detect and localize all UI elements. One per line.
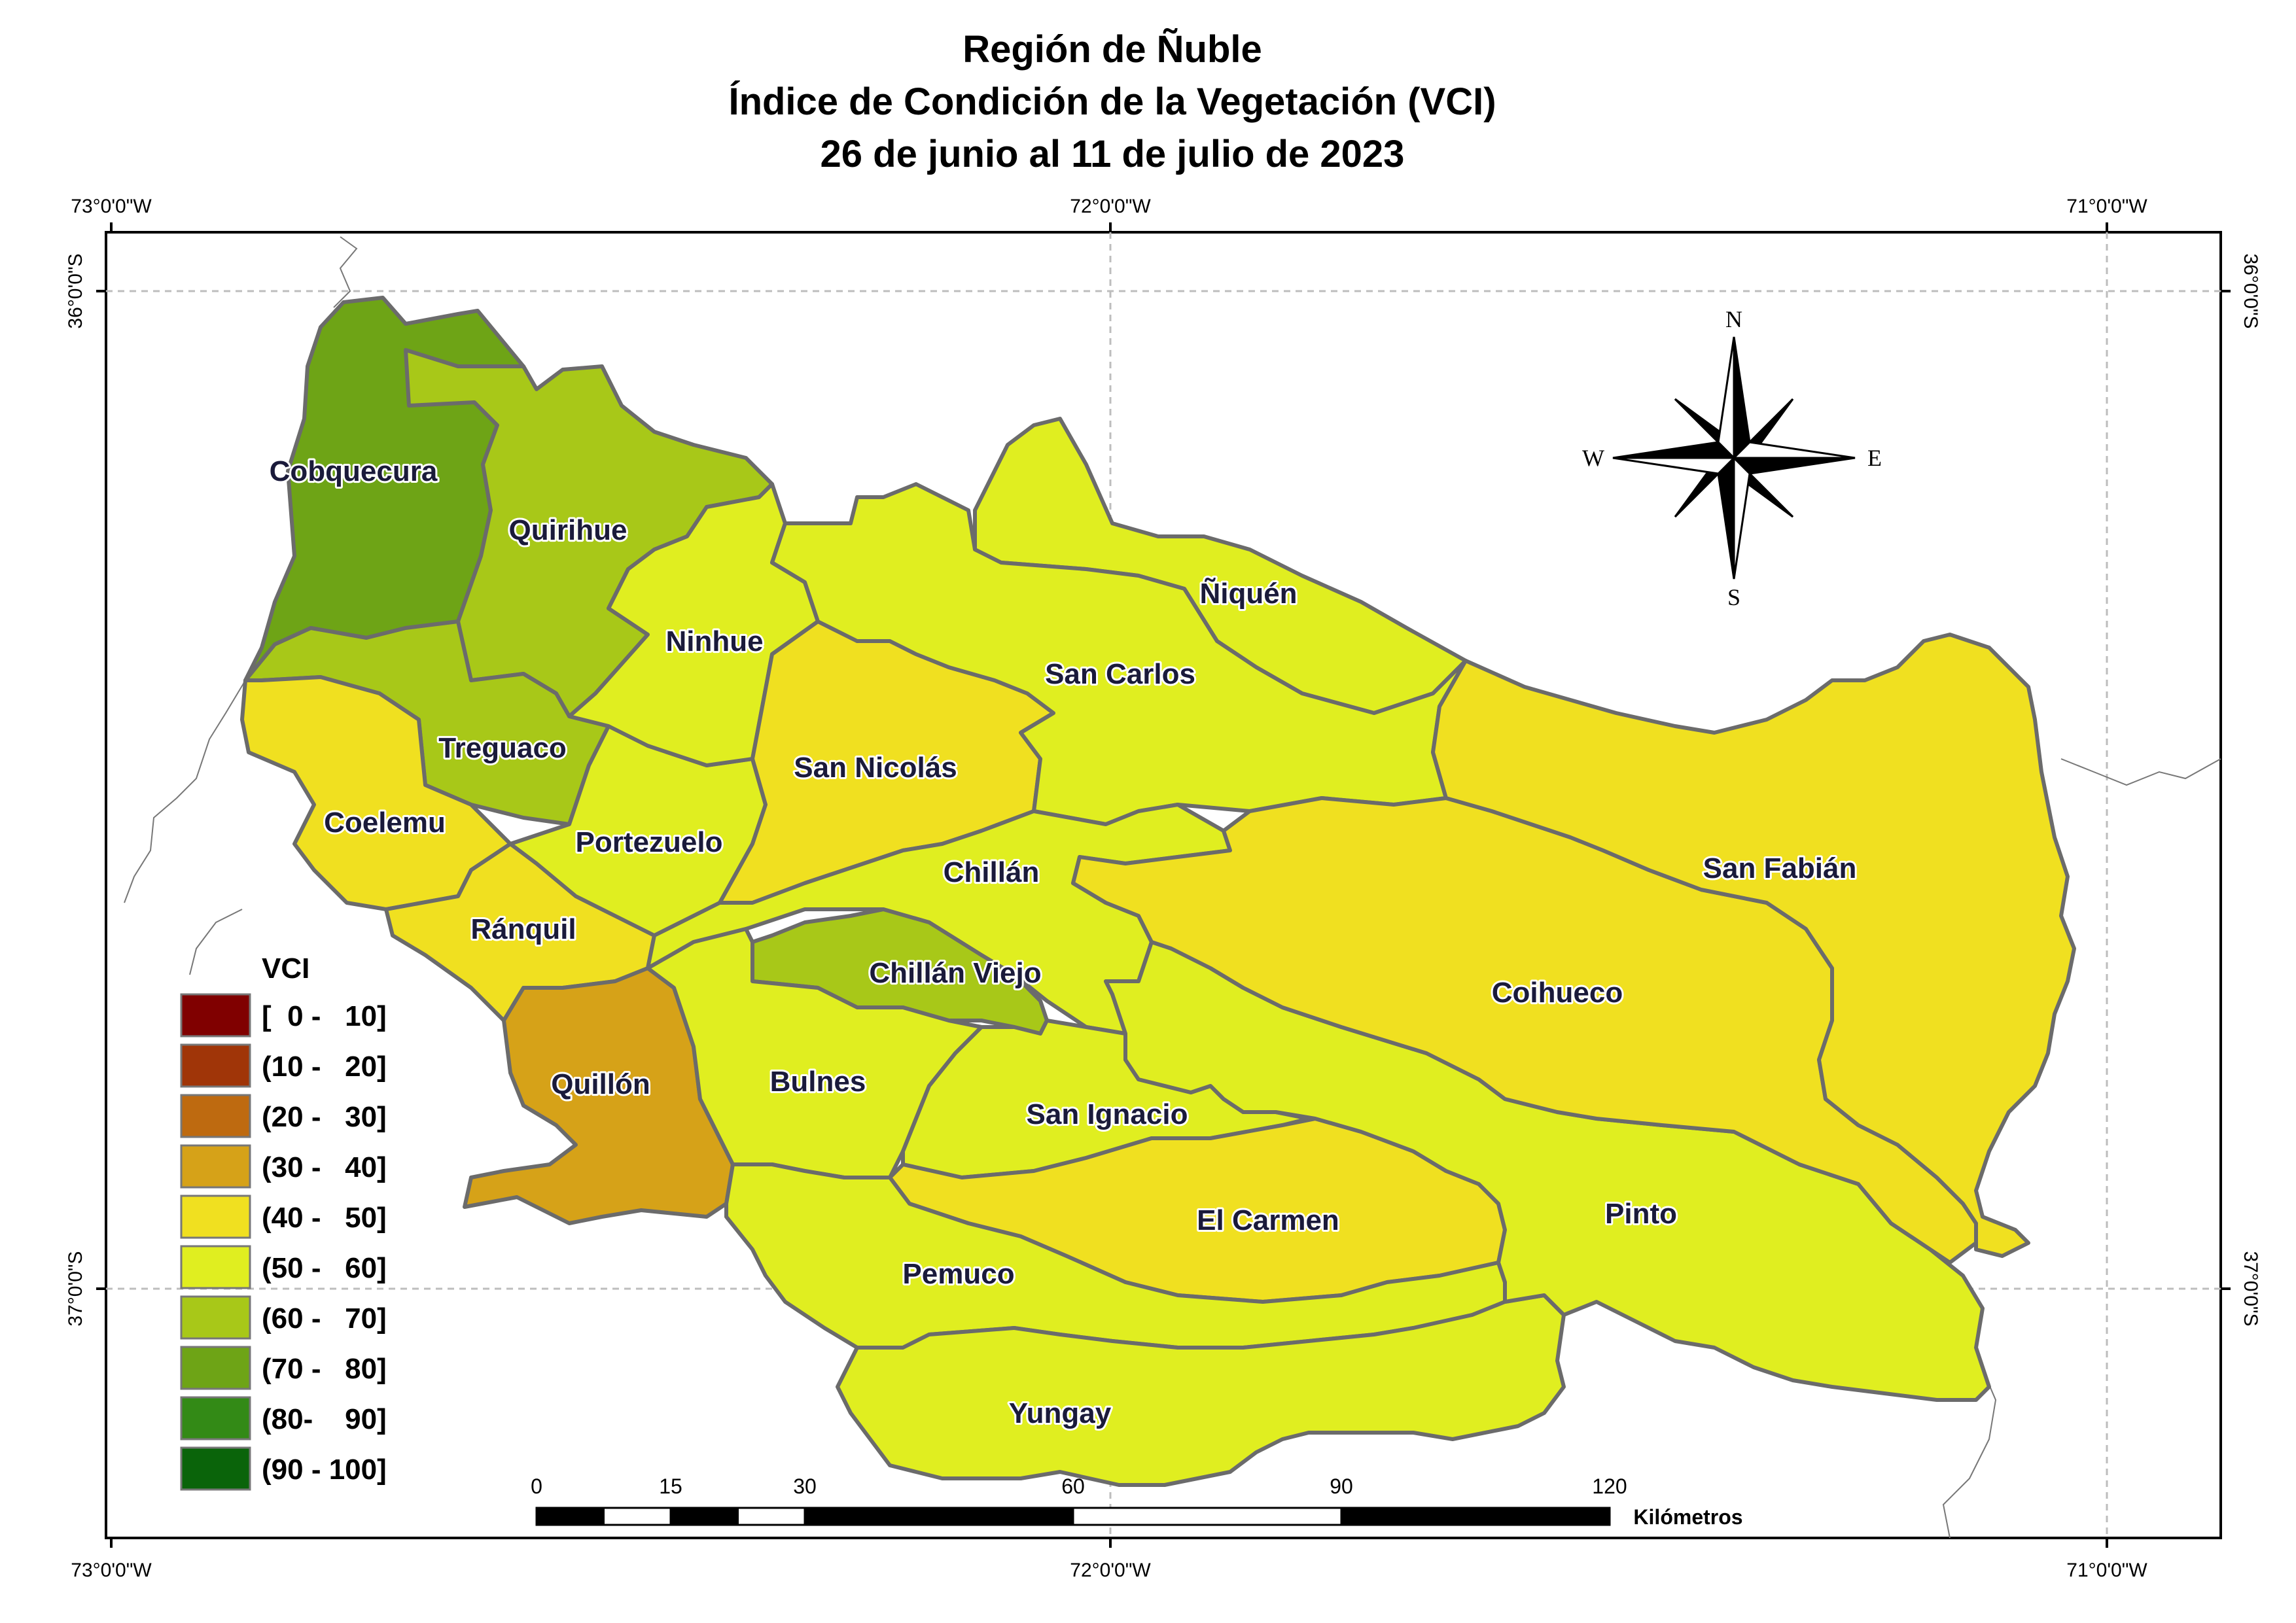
legend-label: (50 - 60] bbox=[262, 1252, 387, 1284]
scale-tick-label: 90 bbox=[1330, 1475, 1353, 1498]
scale-tick-label: 0 bbox=[531, 1475, 542, 1498]
municipality-labels: Cobquecura Quirihue Ninhue Ñiquén San Ca… bbox=[268, 453, 1859, 1431]
label-pemuco: Pemuco bbox=[902, 1258, 1014, 1290]
scale-segment bbox=[535, 1507, 605, 1526]
coordinate-ticks bbox=[96, 222, 2231, 1548]
scale-tick-label: 15 bbox=[659, 1475, 682, 1498]
legend-label: (30 - 40] bbox=[262, 1151, 387, 1183]
compass-south: S bbox=[1727, 584, 1740, 610]
scale-tick-label: 60 bbox=[1061, 1475, 1085, 1498]
legend-swatch bbox=[180, 1446, 251, 1491]
legend-swatch bbox=[180, 1245, 251, 1289]
legend-label: (80- 90] bbox=[262, 1403, 387, 1435]
label-cobquecura: Cobquecura bbox=[270, 455, 438, 487]
lon-label-top-west: 73°0'0"W bbox=[71, 196, 152, 217]
compass-icon bbox=[1612, 336, 1856, 580]
label-pinto: Pinto bbox=[1605, 1198, 1677, 1230]
lon-label-bottom-center: 72°0'0"W bbox=[1070, 1560, 1151, 1581]
lon-label-bottom-east: 71°0'0"W bbox=[2066, 1560, 2147, 1581]
legend-title: VCI bbox=[262, 952, 309, 985]
legend-swatch bbox=[180, 1043, 251, 1088]
legend-label: (60 - 70] bbox=[262, 1302, 387, 1335]
scale-unit: Kilómetros bbox=[1633, 1505, 1742, 1529]
legend-swatch bbox=[180, 1144, 251, 1189]
label-san-nicolas: San Nicolás bbox=[794, 752, 957, 784]
label-chillan: Chillán bbox=[944, 856, 1040, 888]
legend-label: (10 - 20] bbox=[262, 1051, 387, 1083]
compass-west: W bbox=[1582, 445, 1604, 471]
scale-bar: 0 15 30 60 90 120 Kilómetros bbox=[531, 1475, 1742, 1529]
map-title-line-1: Región de Ñuble bbox=[963, 28, 1262, 71]
neighbour-boundaries bbox=[124, 236, 2221, 1539]
legend-swatch bbox=[180, 1295, 251, 1340]
legend-label: (70 - 80] bbox=[262, 1353, 387, 1385]
scale-segment bbox=[669, 1507, 739, 1526]
municipalities bbox=[240, 296, 2076, 1487]
label-coihueco: Coihueco bbox=[1492, 977, 1623, 1009]
legend-label: (90 - 100] bbox=[262, 1454, 387, 1486]
lat-label-left-south: 37°0'0"S bbox=[65, 1251, 86, 1326]
label-ninhue: Ninhue bbox=[665, 625, 763, 657]
scale-segments bbox=[535, 1507, 1611, 1526]
scale-segment bbox=[804, 1507, 1074, 1526]
label-san-ignacio: San Ignacio bbox=[1027, 1098, 1188, 1130]
label-san-fabian: San Fabián bbox=[1703, 852, 1857, 884]
label-san-carlos: San Carlos bbox=[1045, 658, 1195, 690]
legend-items: [ 0 - 10] (10 - 20] (20 - 30] (30 - 40] (40 … bbox=[180, 993, 387, 1491]
label-quillon: Quillón bbox=[551, 1068, 650, 1100]
legend: VCI [ 0 - 10] (10 - 20] (20 - 30] (30 - 40]… bbox=[180, 952, 387, 1491]
lat-label-right-south: 37°0'0"S bbox=[2240, 1251, 2261, 1326]
label-el-carmen: El Carmen bbox=[1197, 1204, 1339, 1236]
scale-segment bbox=[1340, 1507, 1611, 1526]
label-niquen: Ñiquén bbox=[1199, 577, 1297, 610]
municipality-yungay[interactable] bbox=[836, 1293, 1566, 1487]
map-title-line-2: Índice de Condición de la Vegetación (VC… bbox=[728, 80, 1496, 123]
legend-swatch bbox=[180, 1346, 251, 1390]
scale-labels: 0 15 30 60 90 120 bbox=[531, 1475, 1627, 1498]
lat-label-left-north: 36°0'0"S bbox=[65, 253, 86, 328]
legend-swatch bbox=[180, 993, 251, 1038]
scale-tick-label: 120 bbox=[1592, 1475, 1627, 1498]
compass-north: N bbox=[1725, 306, 1742, 332]
label-yungay: Yungay bbox=[1009, 1397, 1112, 1429]
scale-segment bbox=[1072, 1507, 1343, 1526]
compass-east: E bbox=[1867, 445, 1882, 471]
map-title-line-3: 26 de junio al 11 de julio de 2023 bbox=[821, 133, 1405, 175]
lon-label-top-center: 72°0'0"W bbox=[1070, 196, 1151, 217]
scale-segment bbox=[737, 1507, 806, 1526]
label-bulnes: Bulnes bbox=[770, 1066, 866, 1098]
scale-segment bbox=[603, 1507, 672, 1526]
legend-label: (40 - 50] bbox=[262, 1202, 387, 1234]
municipality-san-fabian[interactable] bbox=[1431, 633, 2076, 1258]
legend-swatch bbox=[180, 1195, 251, 1239]
lat-label-right-north: 36°0'0"S bbox=[2240, 253, 2261, 328]
lon-label-bottom-west: 73°0'0"W bbox=[71, 1560, 152, 1581]
legend-label: [ 0 - 10] bbox=[262, 1000, 387, 1032]
label-treguaco: Treguaco bbox=[438, 732, 567, 764]
compass-rose[interactable]: N S E W bbox=[1582, 306, 1882, 610]
label-coelemu: Coelemu bbox=[324, 807, 446, 839]
label-quirihue: Quirihue bbox=[509, 514, 627, 546]
label-portezuelo: Portezuelo bbox=[576, 826, 723, 858]
legend-swatch bbox=[180, 1094, 251, 1138]
label-chillan-viejo: Chillán Viejo bbox=[869, 957, 1041, 989]
legend-label: (20 - 30] bbox=[262, 1101, 387, 1133]
scale-tick-label: 30 bbox=[793, 1475, 817, 1498]
label-ranquil: Ránquil bbox=[470, 913, 576, 945]
lon-label-top-east: 71°0'0"W bbox=[2066, 196, 2147, 217]
legend-swatch bbox=[180, 1396, 251, 1440]
